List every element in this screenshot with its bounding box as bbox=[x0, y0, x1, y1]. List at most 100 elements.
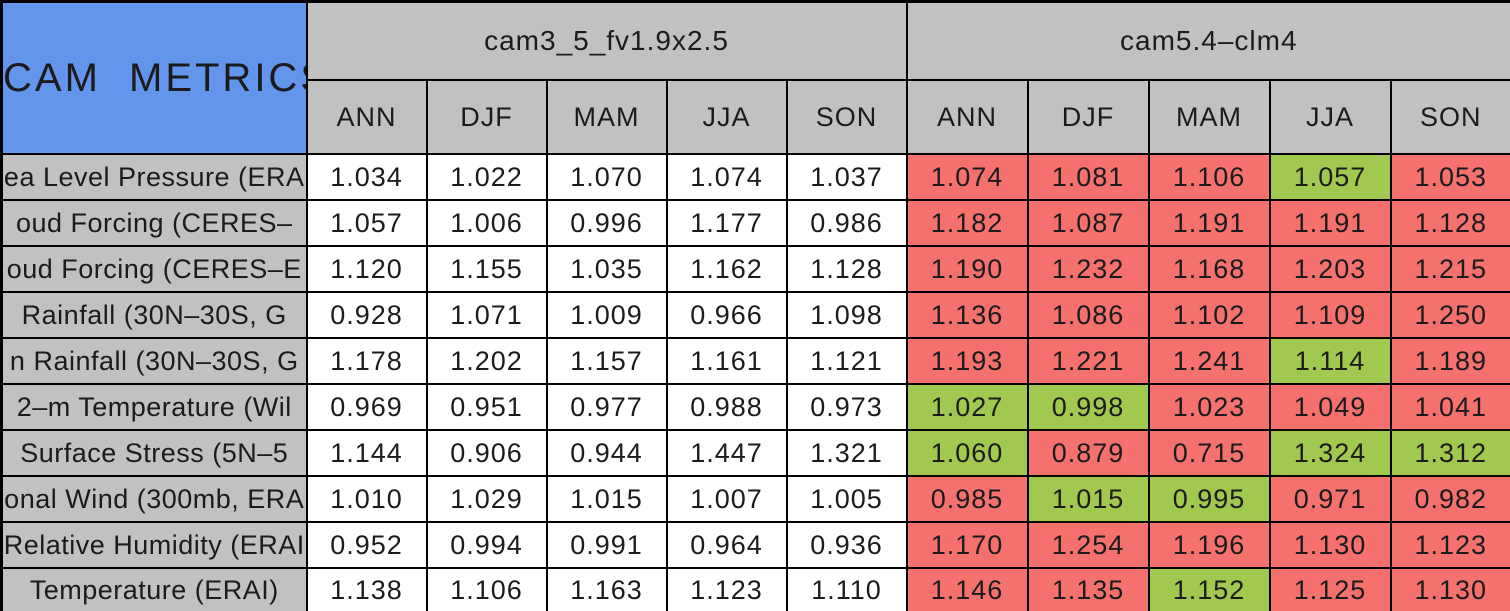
cam5-4-value-cell: 1.312 bbox=[1389, 429, 1510, 477]
season-header-row: ANN DJF MAM JJA SON ANN DJF MAM JJA SON bbox=[2, 79, 1510, 155]
cam3-5-value-cell: 1.070 bbox=[545, 153, 668, 201]
metric-label: Surface Stress (5N–5 bbox=[0, 429, 308, 477]
cam3-5-value-cell: 0.964 bbox=[665, 521, 788, 569]
metric-label: Rainfall (30N–30S, G bbox=[0, 291, 308, 339]
cam5-4-value-cell: 1.324 bbox=[1268, 429, 1392, 477]
metric-label: n Rainfall (30N–30S, G bbox=[0, 337, 308, 385]
cam3-5-value-cell: 1.071 bbox=[425, 291, 548, 339]
cam5-4-value-cell: 1.130 bbox=[1389, 567, 1510, 611]
season-header-son: SON bbox=[1389, 79, 1510, 155]
cam5-4-value-cell: 0.879 bbox=[1026, 429, 1150, 477]
cam5-4-value-cell: 1.057 bbox=[1268, 153, 1392, 201]
metric-label: oud Forcing (CERES– bbox=[0, 199, 308, 247]
cam3-5-value-cell: 1.447 bbox=[665, 429, 788, 477]
cam3-5-value-cell: 0.996 bbox=[545, 199, 668, 247]
metric-label: oud Forcing (CERES–E bbox=[0, 245, 308, 293]
cam5-4-value-cell: 0.998 bbox=[1026, 383, 1150, 431]
cam5-4-value-cell: 1.196 bbox=[1147, 521, 1271, 569]
cam5-4-value-cell: 1.130 bbox=[1268, 521, 1392, 569]
cam5-4-value-cell: 1.193 bbox=[905, 337, 1029, 385]
cam5-4-value-cell: 1.136 bbox=[905, 291, 1029, 339]
model-group-header-cam5-4: cam5.4–clm4 bbox=[905, 0, 1510, 81]
cam3-5-value-cell: 1.074 bbox=[665, 153, 788, 201]
cam3-5-value-cell: 1.144 bbox=[305, 429, 428, 477]
metric-row: Rainfall (30N–30S, G 0.928 1.071 1.009 0… bbox=[0, 291, 1510, 339]
cam5-4-value-cell: 1.182 bbox=[905, 199, 1029, 247]
cam3-5-value-cell: 0.936 bbox=[785, 521, 908, 569]
cam3-5-value-cell: 1.163 bbox=[545, 567, 668, 611]
cam5-4-value-cell: 0.995 bbox=[1147, 475, 1271, 523]
cam3-5-value-cell: 0.951 bbox=[425, 383, 548, 431]
cam3-5-value-cell: 1.178 bbox=[305, 337, 428, 385]
cam5-4-value-cell: 1.106 bbox=[1147, 153, 1271, 201]
cam3-5-value-cell: 0.991 bbox=[545, 521, 668, 569]
cam3-5-value-cell: 1.138 bbox=[305, 567, 428, 611]
cam3-5-value-cell: 1.005 bbox=[785, 475, 908, 523]
cam5-4-value-cell: 0.971 bbox=[1268, 475, 1392, 523]
cam5-4-value-cell: 1.015 bbox=[1026, 475, 1150, 523]
cam3-5-value-cell: 0.994 bbox=[425, 521, 548, 569]
model-group-header-cam3-5: cam3_5_fv1.9x2.5 bbox=[305, 0, 908, 81]
metric-row: onal Wind (300mb, ERA 1.010 1.029 1.015 … bbox=[0, 475, 1510, 523]
season-header-djf: DJF bbox=[425, 79, 548, 155]
cam5-4-value-cell: 1.254 bbox=[1026, 521, 1150, 569]
season-header-mam: MAM bbox=[1147, 79, 1271, 155]
cam3-5-value-cell: 1.177 bbox=[665, 199, 788, 247]
cam3-5-value-cell: 1.321 bbox=[785, 429, 908, 477]
season-header-djf: DJF bbox=[1026, 79, 1150, 155]
cam3-5-value-cell: 1.120 bbox=[305, 245, 428, 293]
cam5-4-value-cell: 1.221 bbox=[1026, 337, 1150, 385]
cam5-4-value-cell: 1.060 bbox=[905, 429, 1029, 477]
cam3-5-value-cell: 1.128 bbox=[785, 245, 908, 293]
season-header-son: SON bbox=[785, 79, 908, 155]
metric-row: n Rainfall (30N–30S, G 1.178 1.202 1.157… bbox=[0, 337, 1510, 385]
cam5-4-value-cell: 1.087 bbox=[1026, 199, 1150, 247]
table-title: CAM METRICS bbox=[0, 0, 308, 155]
cam3-5-value-cell: 0.977 bbox=[545, 383, 668, 431]
metric-label: Temperature (ERAI) bbox=[0, 567, 308, 611]
cam3-5-value-cell: 1.037 bbox=[785, 153, 908, 201]
cam3-5-value-cell: 0.906 bbox=[425, 429, 548, 477]
cam5-4-value-cell: 1.053 bbox=[1389, 153, 1510, 201]
cam3-5-value-cell: 0.988 bbox=[665, 383, 788, 431]
cam3-5-value-cell: 1.006 bbox=[425, 199, 548, 247]
cam3-5-value-cell: 0.928 bbox=[305, 291, 428, 339]
cam5-4-value-cell: 1.102 bbox=[1147, 291, 1271, 339]
metric-row: Temperature (ERAI) 1.138 1.106 1.163 1.1… bbox=[0, 567, 1510, 611]
metric-row: Surface Stress (5N–5 1.144 0.906 0.944 1… bbox=[0, 429, 1510, 477]
cam3-5-value-cell: 1.007 bbox=[665, 475, 788, 523]
cam5-4-value-cell: 1.109 bbox=[1268, 291, 1392, 339]
cam5-4-value-cell: 1.191 bbox=[1147, 199, 1271, 247]
cam5-4-value-cell: 1.128 bbox=[1389, 199, 1510, 247]
cam5-4-value-cell: 0.985 bbox=[905, 475, 1029, 523]
cam3-5-value-cell: 0.952 bbox=[305, 521, 428, 569]
cam5-4-value-cell: 1.170 bbox=[905, 521, 1029, 569]
metric-row: Relative Humidity (ERAI 0.952 0.994 0.99… bbox=[0, 521, 1510, 569]
cam3-5-value-cell: 0.966 bbox=[665, 291, 788, 339]
cam5-4-value-cell: 1.027 bbox=[905, 383, 1029, 431]
cam5-4-value-cell: 0.982 bbox=[1389, 475, 1510, 523]
cam3-5-value-cell: 1.029 bbox=[425, 475, 548, 523]
cam5-4-value-cell: 1.189 bbox=[1389, 337, 1510, 385]
cam3-5-value-cell: 1.123 bbox=[665, 567, 788, 611]
cam5-4-value-cell: 1.152 bbox=[1147, 567, 1271, 611]
cam5-4-value-cell: 1.203 bbox=[1268, 245, 1392, 293]
metric-label: ea Level Pressure (ERA bbox=[0, 153, 308, 201]
cam5-4-value-cell: 1.250 bbox=[1389, 291, 1510, 339]
cam5-4-value-cell: 1.232 bbox=[1026, 245, 1150, 293]
cam5-4-value-cell: 1.049 bbox=[1268, 383, 1392, 431]
metric-rows: ea Level Pressure (ERA 1.034 1.022 1.070… bbox=[0, 153, 1510, 611]
cam3-5-value-cell: 1.009 bbox=[545, 291, 668, 339]
season-header-jja: JJA bbox=[1268, 79, 1392, 155]
season-header-mam: MAM bbox=[545, 79, 668, 155]
cam3-5-value-cell: 1.022 bbox=[425, 153, 548, 201]
cam3-5-value-cell: 1.034 bbox=[305, 153, 428, 201]
metric-row: ea Level Pressure (ERA 1.034 1.022 1.070… bbox=[0, 153, 1510, 201]
metric-row: oud Forcing (CERES– 1.057 1.006 0.996 1.… bbox=[0, 199, 1510, 247]
metric-row: oud Forcing (CERES–E 1.120 1.155 1.035 1… bbox=[0, 245, 1510, 293]
cam3-5-value-cell: 1.110 bbox=[785, 567, 908, 611]
cam5-4-value-cell: 1.241 bbox=[1147, 337, 1271, 385]
season-header-ann: ANN bbox=[905, 79, 1029, 155]
cam5-4-value-cell: 1.215 bbox=[1389, 245, 1510, 293]
